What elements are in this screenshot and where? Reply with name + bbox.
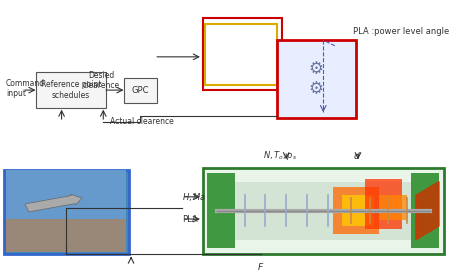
Text: $H, Ma$: $H, Ma$ [182,191,206,203]
Text: Reference point
schedules: Reference point schedules [41,80,101,100]
Text: Actual clearence: Actual clearence [110,118,174,127]
Bar [379,195,407,220]
Bar [235,182,411,240]
Bar [342,195,374,226]
Bar [6,219,127,252]
Text: Command
input: Command input [6,79,45,98]
Bar [333,187,379,234]
Text: $N, T_o, p_s$: $N, T_o, p_s$ [263,149,297,162]
Bar [6,171,127,220]
Bar [365,179,402,229]
Text: $d$: $d$ [354,150,361,161]
Polygon shape [416,182,439,240]
Bar [203,168,444,254]
Text: ⚙
⚙: ⚙ ⚙ [309,60,324,98]
Text: GPC: GPC [132,86,149,95]
FancyBboxPatch shape [36,72,106,108]
Text: PLA :power level angle: PLA :power level angle [354,27,450,36]
FancyBboxPatch shape [124,78,156,102]
Text: Desied
clearence: Desied clearence [82,71,119,90]
Bar [203,18,282,90]
Bar [208,173,235,248]
Bar [4,171,129,254]
Bar [205,24,277,85]
Text: PLA: PLA [182,214,198,223]
Text: $F$: $F$ [257,261,264,272]
Bar [411,173,439,248]
FancyArrow shape [25,194,82,212]
Bar [277,40,356,118]
